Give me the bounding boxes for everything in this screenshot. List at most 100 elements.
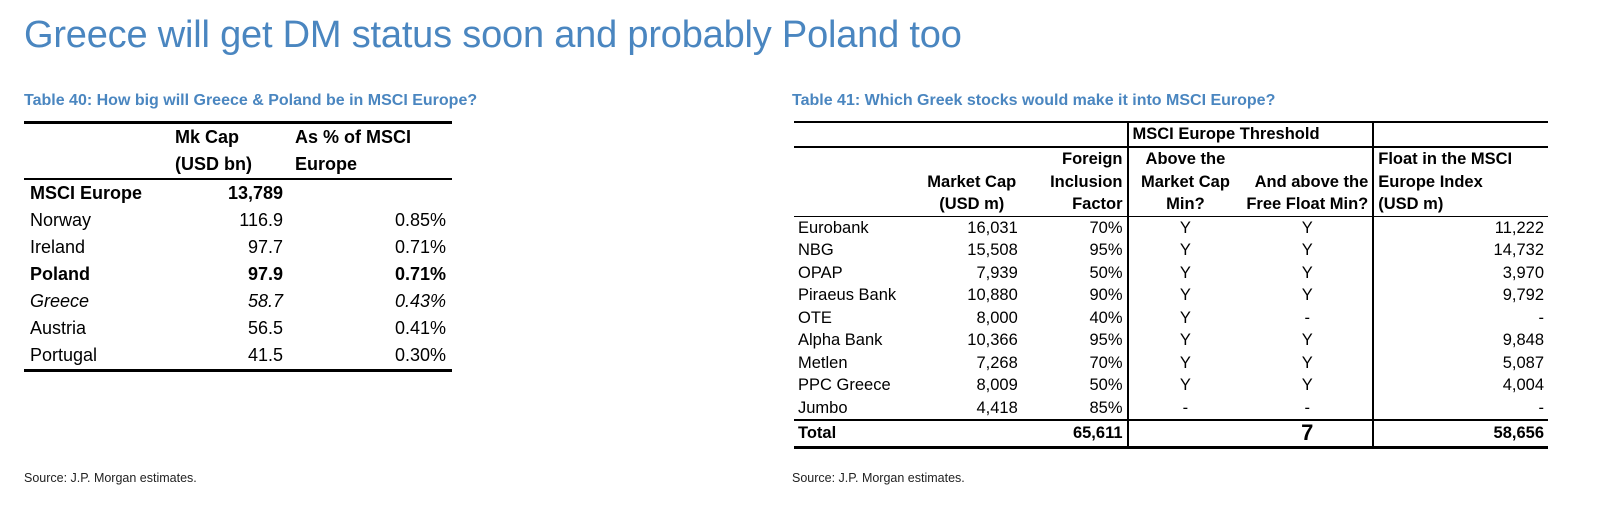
fif-value: 50% [1021, 374, 1129, 397]
mkcap-value: 56.5 [247, 318, 283, 338]
threshold-header: MSCI Europe Threshold [1127, 121, 1375, 147]
above-ff-value: Y [1242, 284, 1375, 307]
above-mkcap-value: Y [1179, 286, 1191, 304]
header-free-float: And above the [1242, 170, 1375, 193]
country-name: Greece [30, 291, 90, 311]
total-label: Total [794, 419, 922, 449]
header-europe-index: Europe Index [1378, 172, 1483, 191]
table40-caption: Table 40: How big will Greece & Poland b… [24, 92, 478, 109]
mkcap-value: 15,508 [967, 241, 1018, 259]
float-value: 14,732 [1493, 241, 1544, 259]
table-row: PPC Greece 8,009 50% Y Y 4,004 [794, 374, 1548, 397]
header-inclusion: Inclusion [1021, 170, 1129, 193]
mkcap-value: 58.7 [247, 291, 283, 311]
stock-name: Alpha Bank [798, 331, 883, 349]
table41-header-row: Foreign Above the Float in the MSCI [794, 146, 1548, 171]
fif-value: 95% [1021, 239, 1129, 262]
total-count: 7 [1242, 419, 1375, 449]
above-ff-value: Y [1242, 216, 1375, 239]
table41-group-header-row: MSCI Europe Threshold [794, 121, 1548, 147]
country-name: Ireland [30, 237, 86, 257]
float-value: 9,848 [1502, 331, 1544, 349]
header-above-mkcap: Market Cap [1140, 172, 1230, 191]
mkcap-value: 10,366 [967, 331, 1018, 349]
table40-header-mkcap: Mk Cap [169, 121, 289, 151]
total-mkcap: 65,611 [1021, 419, 1129, 449]
table-row: Jumbo 4,418 85% - - - [794, 396, 1548, 420]
table-row: Ireland 97.7 0.71% [24, 234, 452, 261]
header-mkcap-unit: (USD m) [921, 193, 1022, 217]
table-row: Portugal 41.5 0.30% [24, 342, 452, 372]
above-mkcap-value: Y [1179, 353, 1191, 372]
total-float: 58,656 [1373, 419, 1548, 449]
header-float: Float in the MSCI [1373, 146, 1548, 171]
fif-value: 70% [1021, 216, 1129, 239]
table41-caption: Table 41: Which Greek stocks would make … [792, 92, 1276, 109]
fif-value: 50% [1021, 261, 1129, 284]
stock-name: Jumbo [798, 398, 848, 417]
table41-header-row: Market Cap Inclusion Market Cap And abov… [794, 170, 1548, 193]
mkcap-value: 7,268 [976, 353, 1018, 372]
pct-value: 0.71% [394, 264, 446, 284]
table40-header-row: Mk Cap As % of MSCI [24, 121, 452, 151]
float-value: 3,970 [1502, 263, 1544, 282]
header-mkcap: Market Cap [927, 172, 1017, 191]
above-ff-value: Y [1242, 374, 1375, 397]
float-value: 4,004 [1502, 376, 1544, 394]
table-row: Greece 58.7 0.43% [24, 288, 452, 315]
table40-header-pct-unit: Europe [289, 151, 452, 180]
pct-value: 0.71% [394, 237, 446, 257]
table-row: OTE 8,000 40% Y - - [794, 306, 1548, 329]
table40-header-pct: As % of MSCI [289, 121, 452, 151]
pct-value: 0.43% [394, 291, 446, 311]
header-factor: Factor [1021, 193, 1129, 217]
table-row: Alpha Bank 10,366 95% Y Y 9,848 [794, 329, 1548, 352]
country-name: Norway [30, 210, 92, 230]
table-row: NBG 15,508 95% Y Y 14,732 [794, 239, 1548, 262]
stock-name: PPC Greece [798, 376, 891, 394]
header-foreign: Foreign [1021, 146, 1129, 171]
stock-name: NBG [798, 241, 834, 259]
stock-name: OTE [798, 308, 832, 327]
table41-source: Source: J.P. Morgan estimates. [792, 471, 965, 485]
country-name: Austria [30, 318, 87, 338]
table-row: Austria 56.5 0.41% [24, 315, 452, 342]
header-float-unit: (USD m) [1373, 193, 1548, 217]
table41: MSCI Europe Threshold Foreign Above the … [794, 121, 1548, 449]
table-row: Poland 97.9 0.71% [24, 261, 452, 288]
fif-value: 85% [1021, 396, 1129, 420]
table-row: Piraeus Bank 10,880 90% Y Y 9,792 [794, 284, 1548, 307]
table40: Mk Cap As % of MSCI (USD bn) Europe MSCI… [24, 121, 452, 372]
mkcap-value: 97.9 [247, 264, 283, 284]
table40-header-mkcap-unit: (USD bn) [169, 151, 289, 180]
fif-value: 90% [1021, 284, 1129, 307]
country-name: Poland [30, 264, 91, 284]
fif-value: 95% [1021, 329, 1129, 352]
country-name: Portugal [24, 342, 169, 372]
table-row: Eurobank 16,031 70% Y Y 11,222 [794, 216, 1548, 239]
header-min: Min? [1127, 193, 1243, 217]
float-value: - [1538, 308, 1545, 327]
above-ff-value: - [1242, 306, 1375, 329]
float-value: 5,087 [1502, 353, 1544, 372]
page-title: Greece will get DM status soon and proba… [24, 14, 962, 56]
above-ff-value: Y [1242, 239, 1375, 262]
above-mkcap-value: - [1182, 398, 1189, 417]
table40-header-row: (USD bn) Europe [24, 151, 452, 180]
float-value: - [1538, 398, 1545, 417]
float-value: 9,792 [1502, 286, 1544, 304]
above-ff-value: Y [1242, 261, 1375, 284]
stock-name: Metlen [798, 353, 848, 372]
mkcap-value: 7,939 [976, 263, 1018, 282]
table-row: OPAP 7,939 50% Y Y 3,970 [794, 261, 1548, 284]
mkcap-value: 97.7 [247, 237, 283, 257]
mkcap-value: 13,789 [227, 183, 283, 203]
above-ff-value: Y [1242, 329, 1375, 352]
pct-value: 0.85% [394, 210, 446, 230]
stock-name: Eurobank [798, 218, 869, 237]
table41-header-row: (USD m) Factor Min? Free Float Min? (USD… [794, 193, 1548, 217]
mkcap-value: 116.9 [239, 210, 283, 230]
mkcap-value: 8,009 [976, 376, 1018, 394]
header-free-float-min: Free Float Min? [1242, 193, 1375, 217]
table-row: Norway 116.9 0.85% [24, 207, 452, 234]
